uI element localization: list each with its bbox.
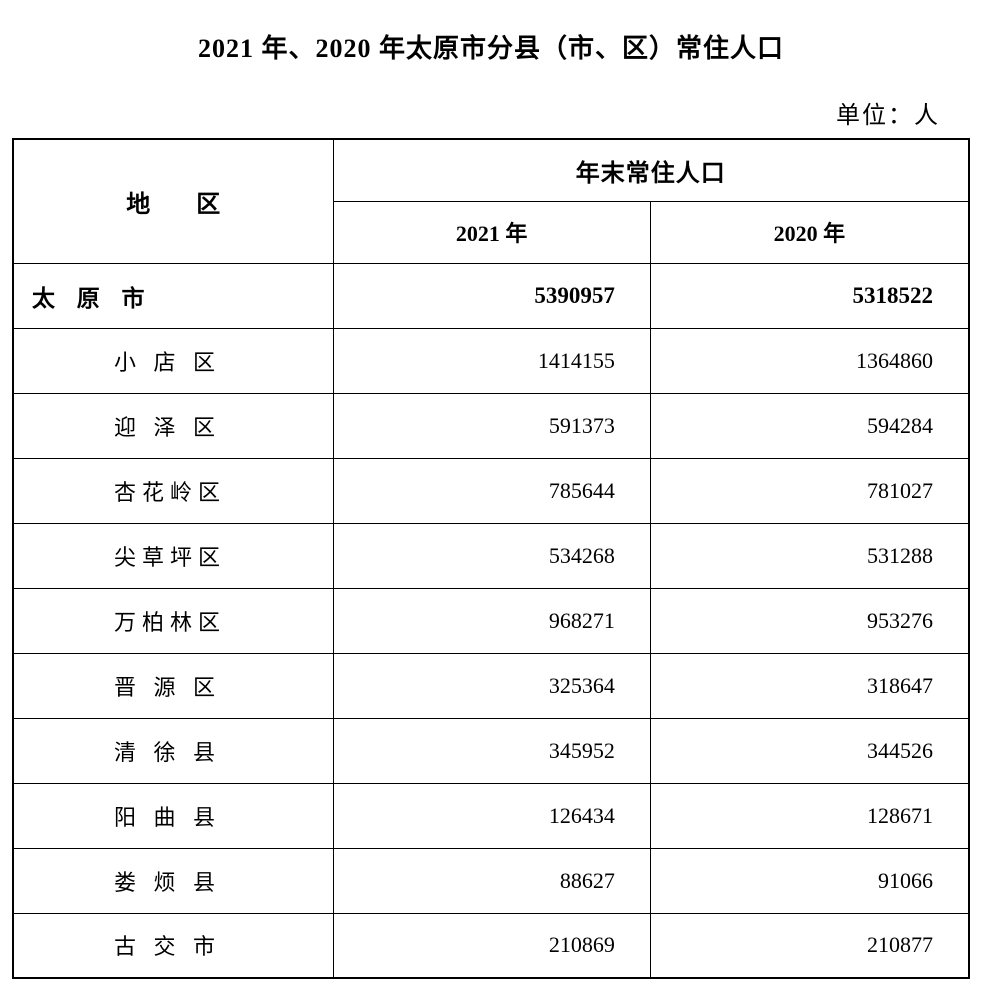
region-cell: 万柏林区 bbox=[13, 588, 333, 653]
population-table: 地 区 年末常住人口 2021 年 2020 年 太 原 市5390957531… bbox=[12, 138, 970, 979]
value-2020: 531288 bbox=[650, 523, 969, 588]
value-2021: 325364 bbox=[333, 653, 650, 718]
value-2020: 781027 bbox=[650, 458, 969, 523]
unit-label: 单位：人 bbox=[12, 95, 970, 130]
table-row: 尖草坪区534268531288 bbox=[13, 523, 969, 588]
table-row: 迎 泽 区591373594284 bbox=[13, 393, 969, 458]
table-row: 阳 曲 县126434128671 bbox=[13, 783, 969, 848]
value-2020: 210877 bbox=[650, 913, 969, 978]
table-row: 小 店 区14141551364860 bbox=[13, 328, 969, 393]
header-year-2020: 2020 年 bbox=[650, 201, 969, 263]
value-2020: 594284 bbox=[650, 393, 969, 458]
table-row: 晋 源 区325364318647 bbox=[13, 653, 969, 718]
table-row: 娄 烦 县8862791066 bbox=[13, 848, 969, 913]
region-cell: 杏花岭区 bbox=[13, 458, 333, 523]
value-2021: 5390957 bbox=[333, 263, 650, 328]
region-cell: 清 徐 县 bbox=[13, 718, 333, 783]
table-row: 太 原 市53909575318522 bbox=[13, 263, 969, 328]
region-cell: 太 原 市 bbox=[13, 263, 333, 328]
value-2021: 968271 bbox=[333, 588, 650, 653]
table-row: 清 徐 县345952344526 bbox=[13, 718, 969, 783]
value-2020: 344526 bbox=[650, 718, 969, 783]
value-2021: 591373 bbox=[333, 393, 650, 458]
value-2020: 91066 bbox=[650, 848, 969, 913]
value-2021: 1414155 bbox=[333, 328, 650, 393]
value-2020: 128671 bbox=[650, 783, 969, 848]
value-2020: 5318522 bbox=[650, 263, 969, 328]
region-cell: 小 店 区 bbox=[13, 328, 333, 393]
region-cell: 尖草坪区 bbox=[13, 523, 333, 588]
value-2020: 318647 bbox=[650, 653, 969, 718]
region-cell: 晋 源 区 bbox=[13, 653, 333, 718]
region-cell: 迎 泽 区 bbox=[13, 393, 333, 458]
value-2020: 1364860 bbox=[650, 328, 969, 393]
value-2021: 210869 bbox=[333, 913, 650, 978]
page-title: 2021 年、2020 年太原市分县（市、区）常住人口 bbox=[12, 28, 970, 65]
region-cell: 古 交 市 bbox=[13, 913, 333, 978]
value-2021: 345952 bbox=[333, 718, 650, 783]
table-row: 古 交 市210869210877 bbox=[13, 913, 969, 978]
region-cell: 阳 曲 县 bbox=[13, 783, 333, 848]
region-cell: 娄 烦 县 bbox=[13, 848, 333, 913]
value-2021: 126434 bbox=[333, 783, 650, 848]
table-row: 万柏林区968271953276 bbox=[13, 588, 969, 653]
value-2021: 534268 bbox=[333, 523, 650, 588]
value-2021: 88627 bbox=[333, 848, 650, 913]
table-row: 杏花岭区785644781027 bbox=[13, 458, 969, 523]
value-2021: 785644 bbox=[333, 458, 650, 523]
header-main: 年末常住人口 bbox=[333, 139, 969, 201]
header-region: 地 区 bbox=[13, 139, 333, 263]
value-2020: 953276 bbox=[650, 588, 969, 653]
header-year-2021: 2021 年 bbox=[333, 201, 650, 263]
